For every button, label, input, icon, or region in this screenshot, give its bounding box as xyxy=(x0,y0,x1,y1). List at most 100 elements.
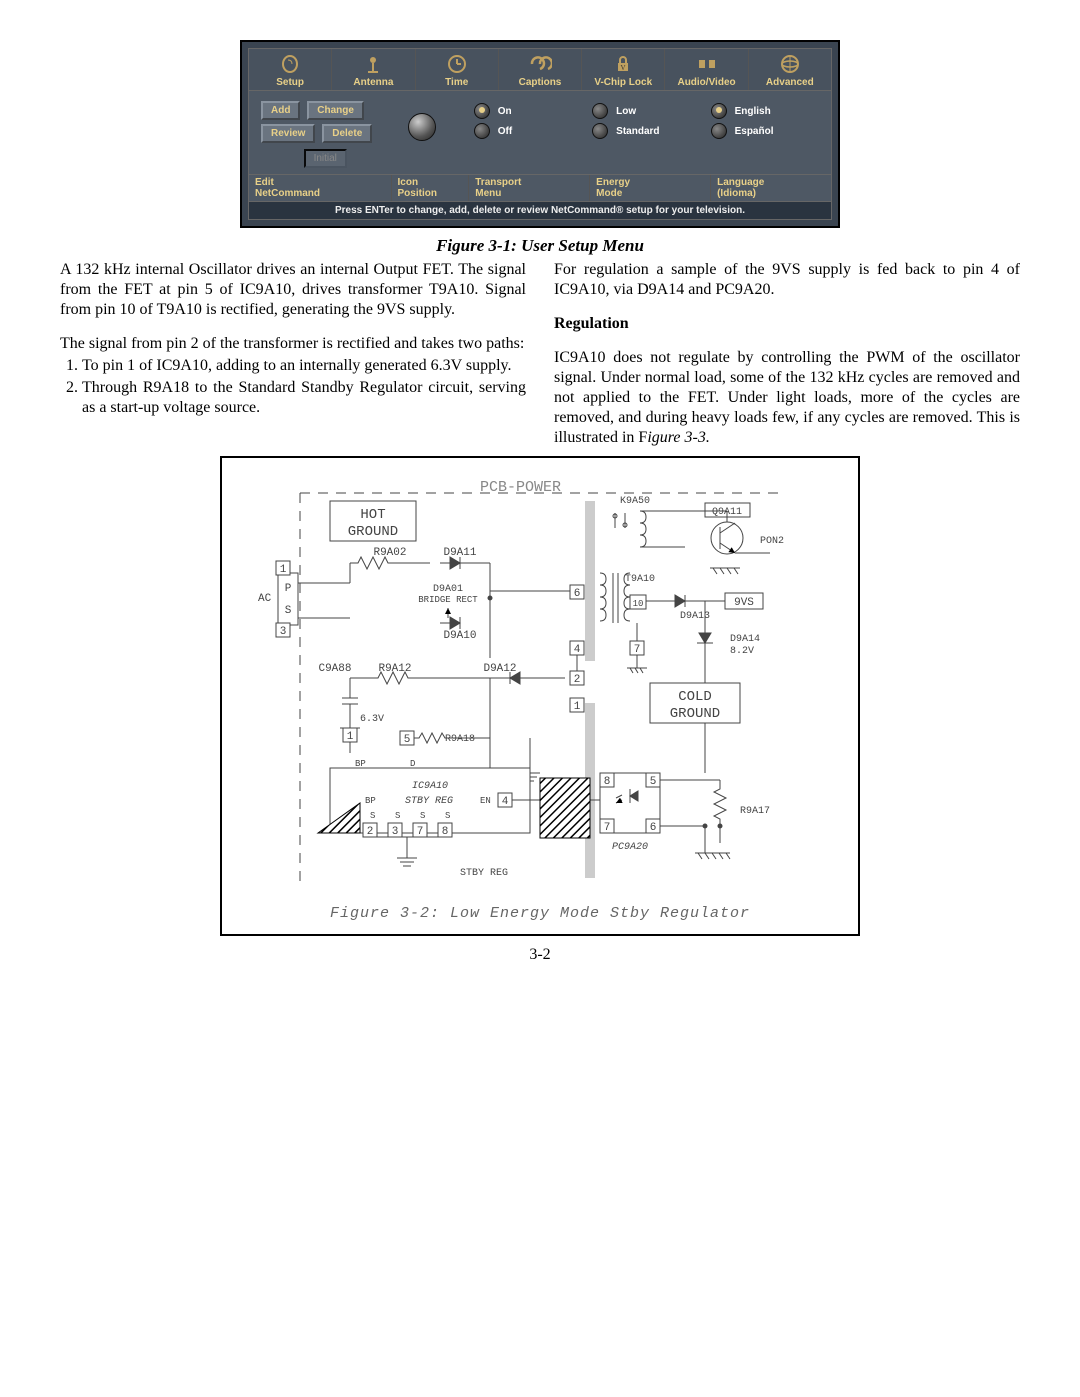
svg-text:R9A18: R9A18 xyxy=(445,734,475,745)
svg-text:S: S xyxy=(395,811,400,821)
energy-label: Energy Mode xyxy=(590,175,711,201)
tab-label: Time xyxy=(416,77,498,88)
add-button[interactable]: Add xyxy=(261,101,300,120)
svg-text:EN: EN xyxy=(480,796,491,806)
svg-text:6: 6 xyxy=(650,822,657,834)
svg-text:6: 6 xyxy=(574,588,581,600)
svg-text:5: 5 xyxy=(404,734,411,746)
radio-low[interactable] xyxy=(592,103,608,119)
svg-text:10: 10 xyxy=(633,599,644,609)
menu-panel: Add Change Review Delete Initial On Off … xyxy=(248,91,832,175)
radio-standard[interactable] xyxy=(592,123,608,139)
icon-position-orb[interactable] xyxy=(408,113,436,141)
radio-english[interactable] xyxy=(711,103,727,119)
svg-text:COLD: COLD xyxy=(678,689,712,705)
tab-antenna[interactable]: Antenna xyxy=(332,49,415,90)
list: To pin 1 of IC9A10, adding to an interna… xyxy=(82,356,526,418)
svg-text:4: 4 xyxy=(502,796,509,808)
svg-text:S: S xyxy=(445,811,450,821)
svg-text:HOT: HOT xyxy=(360,507,385,523)
body-text: A 132 kHz internal Oscillator drives an … xyxy=(60,260,1020,448)
tab-time[interactable]: Time xyxy=(416,49,499,90)
on-label: On xyxy=(498,106,512,117)
lock-icon: V xyxy=(609,53,637,75)
tab-av[interactable]: Audio/Video xyxy=(665,49,748,90)
tab-vchip[interactable]: V V-Chip Lock xyxy=(582,49,665,90)
svg-text:8.2V: 8.2V xyxy=(730,646,754,657)
svg-text:4: 4 xyxy=(574,644,581,656)
svg-text:STBY REG: STBY REG xyxy=(405,796,453,807)
svg-text:5: 5 xyxy=(650,776,657,788)
av-icon xyxy=(693,53,721,75)
svg-text:GROUND: GROUND xyxy=(348,524,398,540)
svg-text:PON2: PON2 xyxy=(760,536,784,547)
para: IC9A10 does not regulate by controlling … xyxy=(554,348,1020,448)
svg-text:C9A88: C9A88 xyxy=(318,663,351,675)
figure1-caption: Figure 3-1: User Setup Menu xyxy=(60,236,1020,256)
radio-on[interactable] xyxy=(474,103,490,119)
svg-text:D9A14: D9A14 xyxy=(730,634,760,645)
tab-label: Antenna xyxy=(332,77,414,88)
figure2-caption: Figure 3-2: Low Energy Mode Stby Regulat… xyxy=(230,905,850,922)
regulation-heading: Regulation xyxy=(554,314,1020,334)
svg-text:T9A10: T9A10 xyxy=(625,574,655,585)
espanol-label: Español xyxy=(735,126,774,137)
svg-text:2: 2 xyxy=(367,826,374,838)
svg-text:D: D xyxy=(410,759,415,769)
svg-text:7: 7 xyxy=(634,644,641,656)
list-item: Through R9A18 to the Standard Standby Re… xyxy=(82,378,526,418)
svg-text:R9A17: R9A17 xyxy=(740,806,770,817)
para: For regulation a sample of the 9VS suppl… xyxy=(554,260,1020,300)
radio-off[interactable] xyxy=(474,123,490,139)
standard-label: Standard xyxy=(616,126,659,137)
svg-text:D9A10: D9A10 xyxy=(443,630,476,642)
initial-button[interactable]: Initial xyxy=(304,149,347,168)
tab-advanced[interactable]: Advanced xyxy=(749,49,831,90)
svg-text:BP: BP xyxy=(365,796,376,806)
ear-icon xyxy=(276,53,304,75)
svg-text:D9A13: D9A13 xyxy=(680,611,710,622)
svg-text:6.3V: 6.3V xyxy=(360,714,384,725)
antenna-icon xyxy=(359,53,387,75)
change-button[interactable]: Change xyxy=(307,101,364,120)
list-item: To pin 1 of IC9A10, adding to an interna… xyxy=(82,356,526,376)
transport-label: Transport Menu xyxy=(469,175,590,201)
svg-text:BRIDGE RECT: BRIDGE RECT xyxy=(418,595,478,605)
svg-text:7: 7 xyxy=(604,822,611,834)
tab-setup[interactable]: Setup xyxy=(249,49,332,90)
para: The signal from pin 2 of the transformer… xyxy=(60,334,526,354)
delete-button[interactable]: Delete xyxy=(322,124,372,143)
cc-icon xyxy=(526,53,554,75)
english-label: English xyxy=(735,106,771,117)
svg-text:GROUND: GROUND xyxy=(670,706,720,722)
user-setup-menu: Setup Antenna Time Captions V V-Chip Loc… xyxy=(240,40,840,228)
tab-label: Audio/Video xyxy=(665,77,747,88)
svg-text:2: 2 xyxy=(574,674,581,686)
svg-text:PC9A20: PC9A20 xyxy=(612,842,648,853)
svg-text:AC: AC xyxy=(258,593,272,605)
svg-text:S: S xyxy=(420,811,425,821)
svg-text:K9A50: K9A50 xyxy=(620,496,650,507)
svg-text:R9A12: R9A12 xyxy=(378,663,411,675)
tab-label: Advanced xyxy=(749,77,831,88)
svg-text:S: S xyxy=(370,811,375,821)
off-label: Off xyxy=(498,126,512,137)
svg-text:3: 3 xyxy=(280,626,287,638)
svg-text:STBY REG: STBY REG xyxy=(460,868,508,879)
tab-label: Setup xyxy=(249,77,331,88)
hint-bar: Press ENTer to change, add, delete or re… xyxy=(248,202,832,220)
schematic-figure: PCB-POWER HOT GROUND AC P S 1 3 R9A02 D9… xyxy=(220,456,860,936)
review-button[interactable]: Review xyxy=(261,124,315,143)
svg-text:1: 1 xyxy=(280,564,287,576)
section-labels: Edit NetCommand Icon Position Transport … xyxy=(248,175,832,202)
radio-espanol[interactable] xyxy=(711,123,727,139)
tab-captions[interactable]: Captions xyxy=(499,49,582,90)
svg-text:D9A12: D9A12 xyxy=(483,663,516,675)
svg-text:V: V xyxy=(621,64,626,72)
edit-label: Edit NetCommand xyxy=(249,175,392,201)
svg-text:1: 1 xyxy=(347,731,354,743)
schematic-svg: PCB-POWER HOT GROUND AC P S 1 3 R9A02 D9… xyxy=(230,468,850,898)
svg-text:BP: BP xyxy=(355,759,366,769)
icon-label: Icon Position xyxy=(392,175,470,201)
svg-text:3: 3 xyxy=(392,826,399,838)
